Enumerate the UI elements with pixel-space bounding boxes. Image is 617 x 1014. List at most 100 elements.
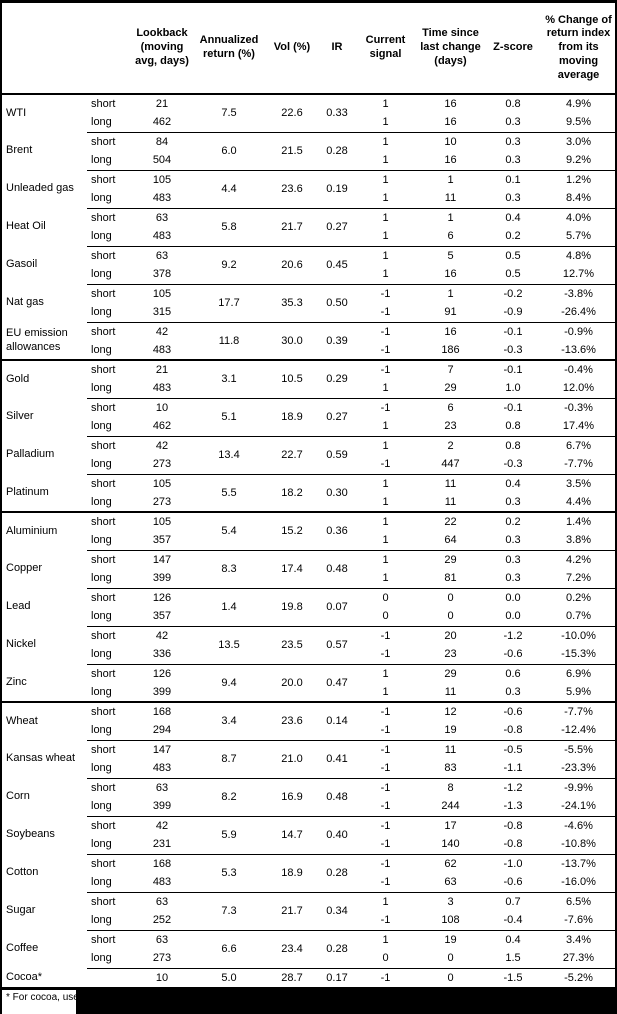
commodity-row: EU emission allowances short 42 11.8 30.0 0.3…	[2, 321, 615, 360]
ir-value: 0.30	[320, 473, 354, 512]
commodity-row: Lead short 126 1.4 19.8 0.07 0 0 0.0 0.2%	[2, 587, 615, 626]
commodity-row: Platinum short 105 5.5 18.2 0.30 1 11 0.4 3.5%	[2, 473, 615, 512]
commodity-row: long 483 1 11 0.3 8.4%	[2, 189, 615, 208]
vol-value: 15.2	[264, 511, 320, 550]
commodity-row: Unleaded gas short 105 4.4 23.6 0.19 1 1 0.1 1.2%	[2, 169, 615, 208]
footnote-text: * For cocoa, uses c	[6, 992, 92, 1003]
vol-value: 21.0	[264, 739, 320, 778]
period-label: short	[87, 511, 130, 531]
pct-change-value: 4.0%	[542, 207, 615, 227]
period-label: long	[91, 876, 112, 889]
lookback-value: 126	[130, 587, 194, 607]
current-signal-value: -1	[380, 876, 391, 889]
lookback-value: 63	[130, 207, 194, 227]
time-since-change-value: 7	[417, 359, 484, 379]
lookback-value: 84	[130, 131, 194, 151]
commodity-row: Kansas wheat short 147 8.7 21.0 0.41 -1 11 -0.5-…	[2, 739, 615, 778]
time-since-change-value: 19	[417, 929, 484, 949]
lookback-value: 357	[152, 610, 172, 623]
header-ir: IR	[320, 3, 354, 95]
header-pct-change: % Change of return index from its moving…	[542, 3, 615, 95]
commodity-row: long 399 -1 244 -1.3 -24.1%	[2, 797, 615, 816]
lookback-value: 273	[152, 952, 172, 965]
z-score-value: 0.6	[484, 663, 542, 683]
time-since-change-value: 62	[417, 853, 484, 873]
period-label: long	[91, 154, 112, 167]
commodity-row: Nickel short 42 13.5 23.5 0.57 -1 20 -1.2 -10.0%	[2, 625, 615, 664]
commodity-row: long 252 -1 108 -0.4 -7.6%	[2, 911, 615, 930]
time-since-change-value: 5	[417, 245, 484, 265]
current-signal-value: 0	[354, 587, 417, 607]
z-score-value: -0.5	[484, 739, 542, 759]
current-signal-value: -1	[354, 853, 417, 873]
period-label: short	[87, 587, 130, 607]
pct-change-value: -10.0%	[542, 625, 615, 645]
period-label: long	[91, 648, 112, 661]
z-score-value: 0.5	[505, 268, 521, 281]
time-since-change-value: 12	[417, 701, 484, 721]
ir-value: 0.48	[320, 549, 354, 588]
time-since-change-value: 0	[417, 587, 484, 607]
annualized-return-value: 5.0	[194, 967, 264, 987]
current-signal-value: -1	[354, 967, 417, 987]
lookback-value: 63	[130, 777, 194, 797]
annualized-return-value: 17.7	[194, 283, 264, 322]
lookback-value: 63	[130, 245, 194, 265]
commodity-row: Silver short 10 5.1 18.9 0.27 -1 6 -0.1 -0.3%	[2, 397, 615, 436]
lookback-value: 462	[152, 116, 172, 129]
z-score-value: -1.1	[503, 762, 523, 775]
annualized-return-value: 7.5	[194, 93, 264, 132]
current-signal-value: 1	[382, 420, 389, 433]
commodity-row: long 357 0 0 0.0 0.7%	[2, 607, 615, 626]
z-score-value: -0.6	[484, 701, 542, 721]
annualized-return-value: 5.4	[194, 511, 264, 550]
pct-change-value: -26.4%	[561, 306, 596, 319]
commodity-row: long 294 -1 19 -0.8 -12.4%	[2, 721, 615, 740]
z-score-value: -0.1	[484, 397, 542, 417]
commodity-name: Gasoil	[6, 258, 38, 271]
lookback-value: 105	[130, 473, 194, 493]
period-label: short	[87, 321, 130, 341]
commodity-row: Corn short 63 8.2 16.9 0.48 -1 8 -1.2 -9.9%	[2, 777, 615, 816]
time-since-change-value: 63	[444, 876, 457, 889]
z-score-value: 0.3	[484, 131, 542, 151]
period-label: short	[87, 853, 130, 873]
z-score-value: -0.8	[484, 815, 542, 835]
time-since-change-value: 2	[417, 435, 484, 455]
annualized-return-value: 5.1	[194, 397, 264, 436]
ir-value: 0.48	[320, 777, 354, 816]
lookback-value: 42	[130, 815, 194, 835]
period-label: short	[87, 549, 130, 569]
pct-change-value: 7.2%	[565, 572, 592, 585]
current-signal-value: 1	[382, 495, 389, 508]
period-label: short	[87, 815, 130, 835]
commodity-name: Copper	[6, 562, 43, 575]
pct-change-value: 9.5%	[565, 116, 592, 129]
time-since-change-value: 23	[444, 420, 457, 433]
pct-change-value: -23.3%	[561, 762, 596, 775]
time-since-change-value: 16	[417, 321, 484, 341]
commodity-row: Palladium short 42 13.4 22.7 0.59 1 2 0.8 6.7%	[2, 435, 615, 474]
period-label: long	[91, 724, 112, 737]
pct-change-value: -5.5%	[542, 739, 615, 759]
commodity-row: long 273 -1 447 -0.3 -7.7%	[2, 455, 615, 474]
current-signal-value: 1	[382, 572, 389, 585]
period-label: short	[87, 397, 130, 417]
period-label: short	[87, 93, 130, 113]
pct-change-value: 0.2%	[542, 587, 615, 607]
pct-change-value: 3.0%	[542, 131, 615, 151]
pct-change-value: 27.3%	[562, 952, 595, 965]
period-label: short	[87, 473, 130, 493]
vol-value: 18.9	[264, 853, 320, 892]
commodity-name: Unleaded gas	[6, 182, 74, 195]
vol-value: 20.6	[264, 245, 320, 284]
annualized-return-value: 7.3	[194, 891, 264, 930]
vol-value: 19.8	[264, 587, 320, 626]
vol-value: 23.6	[264, 169, 320, 208]
z-score-value: 0.8	[505, 420, 521, 433]
pct-change-value: 12.7%	[562, 268, 595, 281]
current-signal-value: -1	[354, 283, 417, 303]
z-score-value: -0.8	[503, 838, 523, 851]
vol-value: 23.4	[264, 929, 320, 968]
current-signal-value: 0	[382, 952, 389, 965]
